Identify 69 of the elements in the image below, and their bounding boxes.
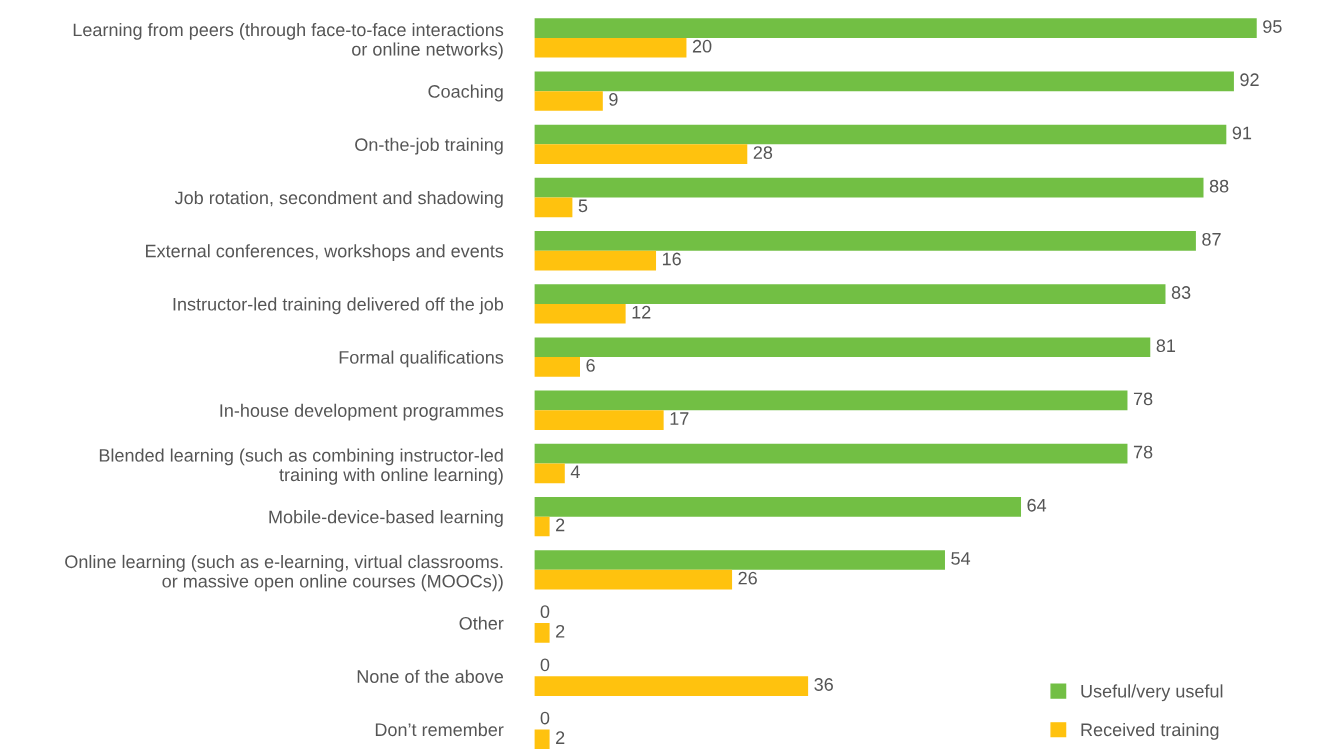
bar [534, 729, 550, 750]
bar [534, 71, 1234, 92]
data-label: 83 [1171, 286, 1191, 299]
y-tick-label: Other [459, 616, 504, 630]
data-label: 2 [556, 624, 565, 638]
y-tick-label: External conferences, workshops and events [146, 244, 504, 261]
y-tick-label: In-house development programmes [220, 403, 504, 421]
y-tick-label: Coaching [428, 84, 503, 102]
bar [534, 463, 565, 484]
bar [534, 37, 687, 58]
data-label: 4 [570, 465, 580, 478]
legend-label: Useful/very useful [1081, 684, 1223, 702]
data-label: 28 [753, 146, 773, 159]
bar [534, 569, 733, 590]
data-label: 17 [670, 412, 689, 425]
data-label: 87 [1202, 232, 1221, 246]
bar [534, 124, 1227, 145]
bar [534, 516, 550, 537]
bar [534, 197, 573, 218]
bar [534, 303, 626, 324]
data-label: 26 [738, 571, 757, 585]
bar [534, 550, 945, 570]
data-label: 9 [609, 93, 618, 106]
bar [534, 676, 809, 696]
bar [534, 357, 580, 377]
y-tick-label: Mobile-device-based learning [269, 510, 503, 527]
data-label: 2 [556, 731, 565, 744]
bar [534, 337, 1151, 358]
bar [534, 284, 1166, 304]
y-tick-label: Instructor-led training delivered off the job [173, 297, 504, 315]
y-tick-label: Learning from peers (through face-to-face interactions or online networks) [73, 22, 504, 60]
bar [534, 18, 1257, 38]
data-label: 5 [578, 199, 588, 213]
data-label: 0 [540, 711, 550, 725]
data-label: 2 [556, 518, 565, 532]
data-label: 36 [814, 678, 833, 691]
data-label: 88 [1209, 179, 1229, 193]
legend-label: Received training [1081, 722, 1219, 740]
y-tick-label: Formal qualifications [339, 350, 504, 368]
bar [534, 250, 657, 271]
bar [534, 496, 1022, 517]
bar [534, 91, 603, 111]
data-label: 78 [1133, 445, 1153, 459]
y-tick-label: Job rotation, secondment and shadowing [174, 190, 503, 208]
data-label: 16 [662, 252, 681, 266]
y-tick-label: None of the above [357, 669, 504, 683]
data-label: 0 [540, 605, 550, 619]
y-tick-label: Online learning (such as e-learning, virtual classrooms. or massive open online courses (MOOCs)) [65, 554, 503, 592]
bar [534, 410, 664, 430]
bar [534, 177, 1204, 198]
bar [534, 144, 748, 164]
data-label: 6 [586, 358, 595, 372]
bar [534, 443, 1128, 464]
y-tick-label: Blended learning (such as combining instructor-led training with online learning) [99, 448, 503, 485]
data-label: 20 [692, 39, 712, 53]
data-label: 0 [540, 658, 550, 672]
y-tick-label: On-the-job training [355, 137, 503, 155]
bar [534, 623, 550, 643]
data-label: 12 [632, 305, 651, 319]
data-label: 64 [1027, 498, 1047, 512]
data-label: 91 [1232, 126, 1252, 140]
bar [534, 390, 1128, 411]
bar [534, 231, 1196, 251]
data-label: 54 [951, 552, 971, 565]
data-label: 78 [1133, 392, 1153, 406]
data-label: 81 [1156, 339, 1176, 353]
data-label: 92 [1240, 73, 1259, 87]
data-label: 95 [1263, 20, 1282, 33]
y-tick-label: Don’t remember [375, 722, 504, 737]
